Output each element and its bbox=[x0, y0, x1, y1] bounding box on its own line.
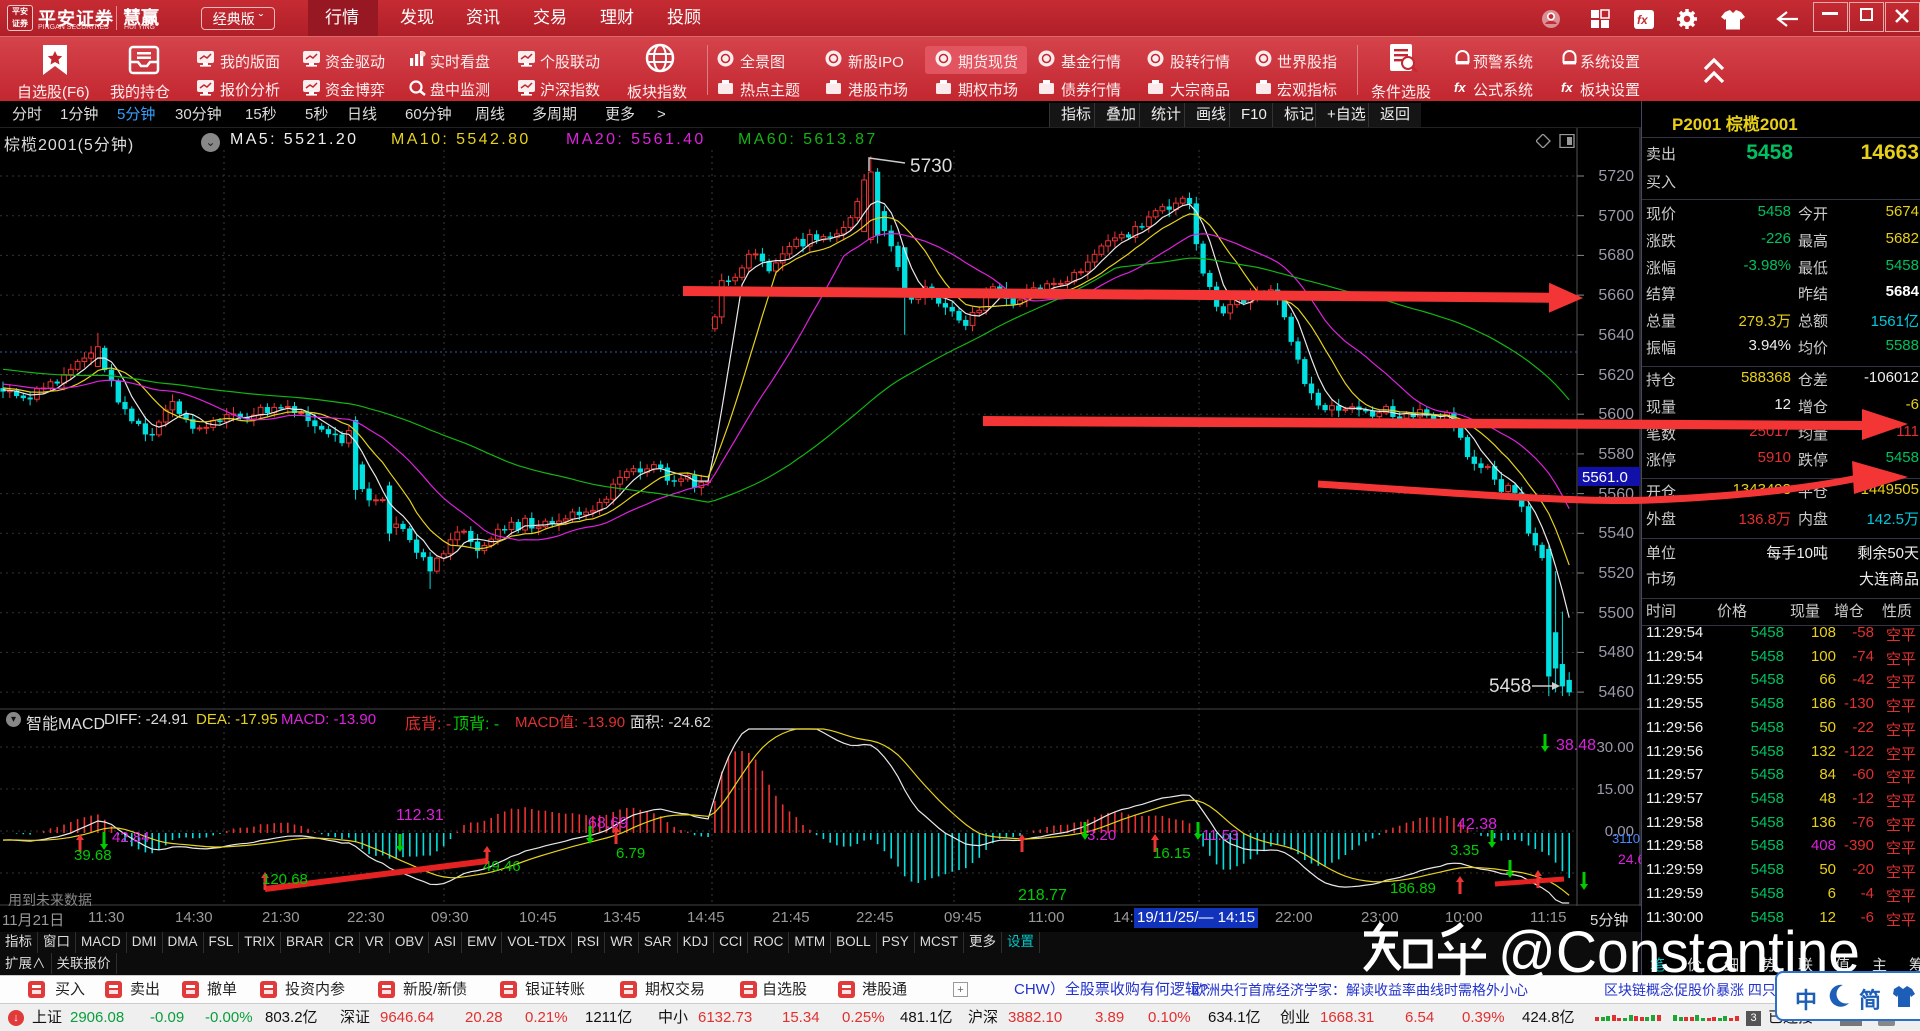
svg-text:15.00: 15.00 bbox=[1596, 781, 1634, 798]
svg-text:5600: 5600 bbox=[1598, 406, 1634, 423]
svg-text:5580: 5580 bbox=[1598, 446, 1634, 463]
svg-text:5660: 5660 bbox=[1598, 287, 1634, 304]
svg-text:39.68: 39.68 bbox=[74, 847, 112, 864]
svg-text:11.53: 11.53 bbox=[1202, 827, 1238, 844]
svg-text:5500: 5500 bbox=[1598, 605, 1634, 622]
svg-text:16.15: 16.15 bbox=[1153, 845, 1191, 862]
svg-text:112.31: 112.31 bbox=[396, 807, 444, 824]
svg-text:5458: 5458 bbox=[1489, 676, 1531, 697]
svg-text:5561.0: 5561.0 bbox=[1582, 469, 1628, 486]
svg-text:5720: 5720 bbox=[1598, 168, 1634, 185]
svg-text:186.89: 186.89 bbox=[1390, 880, 1436, 897]
svg-text:5700: 5700 bbox=[1598, 208, 1634, 225]
svg-text:用到未来数据: 用到未来数据 bbox=[8, 892, 92, 908]
svg-text:120.68: 120.68 bbox=[262, 871, 308, 888]
svg-text:5730: 5730 bbox=[910, 156, 952, 177]
svg-text:0.00: 0.00 bbox=[1605, 823, 1634, 840]
svg-text:fx: fx bbox=[1637, 13, 1649, 27]
svg-text:fx: fx bbox=[1454, 80, 1466, 95]
svg-text:3110: 3110 bbox=[1612, 831, 1640, 846]
svg-text:5640: 5640 bbox=[1598, 327, 1634, 344]
svg-text:38.48: 38.48 bbox=[1556, 737, 1596, 754]
svg-text:5520: 5520 bbox=[1598, 565, 1634, 582]
svg-text:5480: 5480 bbox=[1598, 644, 1634, 661]
svg-text:3.35: 3.35 bbox=[1450, 842, 1479, 859]
svg-text:fx: fx bbox=[1561, 80, 1573, 95]
svg-text:5620: 5620 bbox=[1598, 367, 1634, 384]
svg-text:42.84: 42.84 bbox=[112, 829, 150, 846]
svg-text:6.79: 6.79 bbox=[616, 845, 645, 862]
svg-text:42.38: 42.38 bbox=[1457, 816, 1497, 833]
svg-text:24.6: 24.6 bbox=[1618, 851, 1641, 867]
svg-text:218.77: 218.77 bbox=[1018, 887, 1067, 904]
svg-text:5460: 5460 bbox=[1598, 684, 1634, 701]
svg-text:3.20: 3.20 bbox=[1087, 827, 1116, 844]
svg-text:30.00: 30.00 bbox=[1596, 739, 1634, 756]
svg-text:49.46: 49.46 bbox=[483, 858, 521, 875]
svg-text:68.69: 68.69 bbox=[588, 815, 628, 832]
svg-text:5540: 5540 bbox=[1598, 525, 1634, 542]
svg-text:5680: 5680 bbox=[1598, 247, 1634, 264]
